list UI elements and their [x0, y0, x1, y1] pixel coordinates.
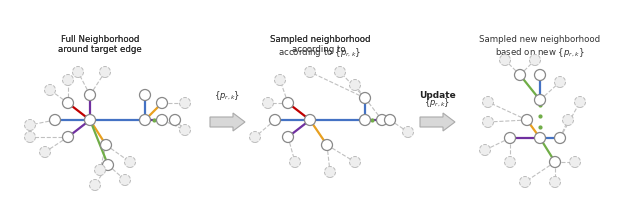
Circle shape	[140, 89, 150, 101]
Circle shape	[179, 125, 191, 135]
Circle shape	[305, 114, 316, 126]
FancyArrow shape	[420, 113, 455, 131]
Text: $\{p_{r,k}\}$: $\{p_{r,k}\}$	[214, 89, 241, 102]
Circle shape	[349, 156, 360, 168]
Circle shape	[534, 70, 545, 80]
Circle shape	[575, 97, 586, 108]
Circle shape	[40, 147, 51, 158]
Circle shape	[262, 97, 273, 109]
Circle shape	[479, 144, 490, 155]
Circle shape	[483, 97, 493, 108]
Circle shape	[282, 131, 294, 143]
Circle shape	[550, 176, 561, 188]
Circle shape	[45, 84, 56, 96]
Circle shape	[554, 133, 566, 143]
Circle shape	[49, 114, 61, 126]
Circle shape	[335, 67, 346, 77]
Circle shape	[554, 76, 566, 88]
Circle shape	[84, 89, 95, 101]
Circle shape	[504, 156, 515, 168]
Circle shape	[102, 160, 113, 171]
Circle shape	[550, 156, 561, 168]
Circle shape	[275, 75, 285, 85]
Text: Full Neighborhood
around target edge: Full Neighborhood around target edge	[58, 35, 142, 54]
Circle shape	[269, 114, 280, 126]
Text: Full Neighborhood
around target edge: Full Neighborhood around target edge	[58, 35, 142, 54]
Circle shape	[504, 133, 515, 143]
Circle shape	[120, 175, 131, 185]
Circle shape	[570, 156, 580, 168]
Circle shape	[100, 139, 111, 151]
Circle shape	[95, 164, 106, 176]
Circle shape	[63, 131, 74, 143]
Circle shape	[534, 133, 545, 143]
Circle shape	[24, 131, 35, 143]
Circle shape	[385, 114, 396, 126]
Circle shape	[24, 119, 35, 130]
Text: Sampled new neighborhood
based on new $\{p_{r,k}\}$: Sampled new neighborhood based on new $\…	[479, 35, 600, 59]
Circle shape	[289, 156, 301, 168]
Circle shape	[534, 94, 545, 105]
Text: Sampled neighborhood
according to: Sampled neighborhood according to	[269, 35, 371, 54]
Circle shape	[324, 167, 335, 177]
Circle shape	[125, 156, 136, 168]
Circle shape	[157, 114, 168, 126]
Circle shape	[170, 114, 180, 126]
Text: Update: Update	[419, 91, 456, 100]
Circle shape	[250, 131, 260, 143]
Circle shape	[179, 97, 191, 109]
Circle shape	[529, 55, 541, 66]
Circle shape	[305, 67, 316, 77]
Circle shape	[522, 114, 532, 126]
Circle shape	[63, 97, 74, 109]
Circle shape	[515, 70, 525, 80]
Circle shape	[63, 75, 74, 85]
Circle shape	[403, 126, 413, 138]
Circle shape	[140, 114, 150, 126]
FancyArrow shape	[210, 113, 245, 131]
Text: $\{p_{r,k}\}$: $\{p_{r,k}\}$	[424, 96, 451, 109]
Circle shape	[520, 176, 531, 188]
Circle shape	[282, 97, 294, 109]
Circle shape	[499, 55, 511, 66]
Circle shape	[563, 114, 573, 126]
Circle shape	[360, 114, 371, 126]
Circle shape	[72, 67, 83, 77]
Circle shape	[376, 114, 387, 126]
Circle shape	[99, 67, 111, 77]
Circle shape	[84, 114, 95, 126]
Text: Sampled neighborhood
according to $\{p_{r,k}\}$: Sampled neighborhood according to $\{p_{…	[269, 35, 371, 59]
Circle shape	[321, 139, 333, 151]
Circle shape	[157, 97, 168, 109]
Circle shape	[483, 117, 493, 127]
Circle shape	[349, 80, 360, 91]
Circle shape	[360, 92, 371, 104]
Circle shape	[90, 180, 100, 190]
